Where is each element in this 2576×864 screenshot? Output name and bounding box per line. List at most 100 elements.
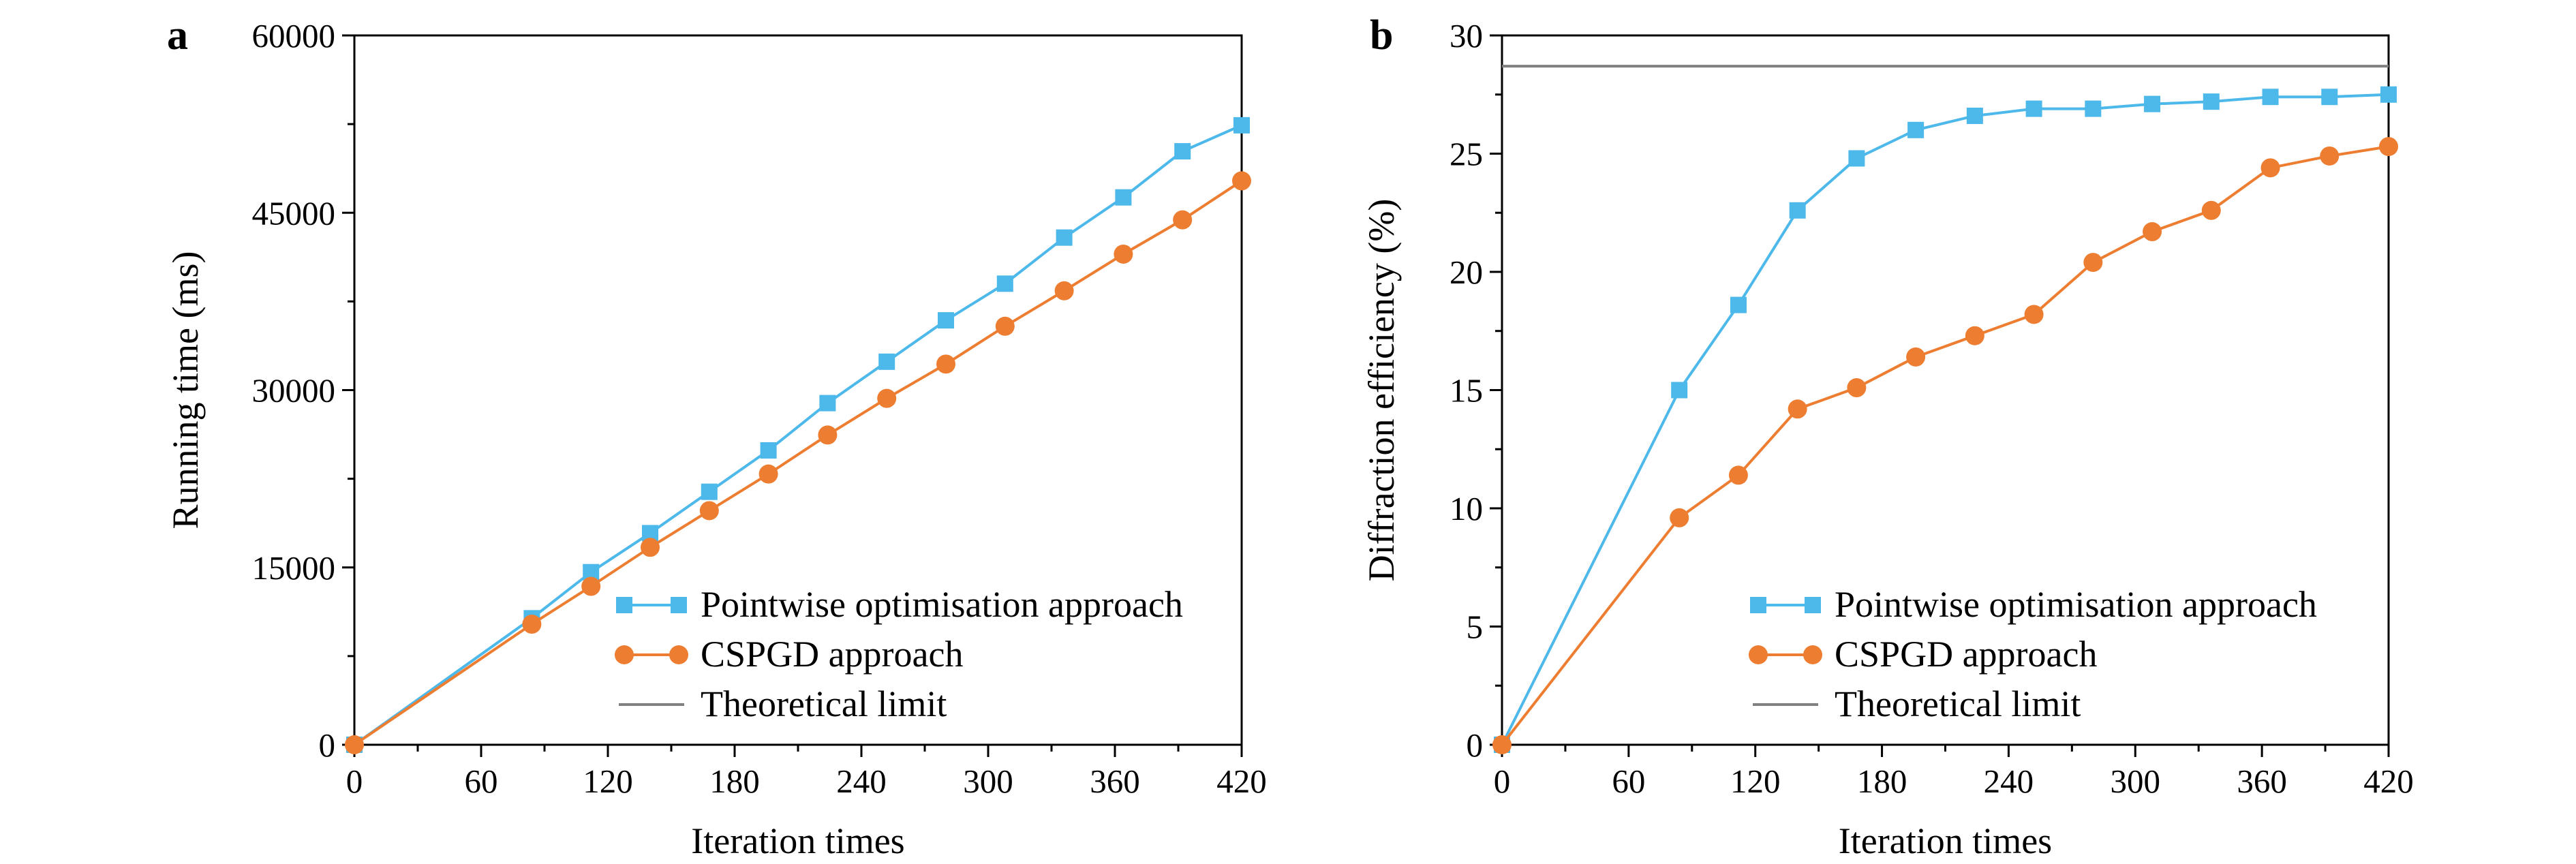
series-0 <box>1494 86 2397 753</box>
data-point <box>1056 229 1073 246</box>
data-point <box>2203 93 2220 110</box>
chart-panel-b: b 0 60 120 180 240 300 360 420 0 5 10 15 20 25 30 Iterat… <box>1361 12 2414 861</box>
x-tick-label: 240 <box>836 762 887 800</box>
x-tick-label: 60 <box>1612 762 1645 800</box>
data-point <box>1847 378 1867 398</box>
data-point <box>1670 508 1689 527</box>
data-point <box>995 316 1015 336</box>
data-point <box>1233 117 1250 134</box>
x-tick-label: 420 <box>1216 762 1267 800</box>
y-tick-label: 10 <box>1450 490 1483 527</box>
data-point <box>1728 465 1748 485</box>
data-point <box>1966 107 1983 124</box>
data-point <box>701 483 718 500</box>
y-tick-label: 20 <box>1450 253 1483 291</box>
x-tick-label: 300 <box>963 762 1013 800</box>
data-point <box>938 312 954 329</box>
data-point <box>877 388 897 408</box>
data-point <box>1907 121 1925 138</box>
y-tick-label: 45000 <box>252 194 336 232</box>
x-tick-label: 180 <box>709 762 760 800</box>
data-point <box>1906 347 1926 367</box>
data-point <box>878 353 895 370</box>
data-point <box>996 275 1013 292</box>
data-point <box>818 425 838 445</box>
series-0 <box>346 117 1250 753</box>
data-point <box>1115 189 1132 206</box>
data-point <box>699 501 719 521</box>
x-axis-title: Iteration times <box>691 820 904 861</box>
legend-label: Theoretical limit <box>701 683 947 724</box>
series-1 <box>1492 137 2398 754</box>
data-point <box>2380 86 2397 103</box>
series-line <box>1501 145 2389 746</box>
data-point <box>2143 222 2162 242</box>
y-axis-title: Diffraction efficiency (%) <box>1361 199 1402 582</box>
x-tick-label: 360 <box>2237 762 2287 800</box>
data-point <box>345 735 364 754</box>
data-point <box>1788 399 1807 419</box>
data-point <box>758 464 778 484</box>
data-point <box>2024 305 2044 324</box>
series-1 <box>345 171 1251 754</box>
data-point <box>2144 95 2161 112</box>
data-point <box>1232 171 1251 191</box>
x-tick-label: 420 <box>2363 762 2414 800</box>
data-point <box>819 395 836 412</box>
data-point <box>581 576 601 596</box>
y-tick-label: 15000 <box>252 549 336 587</box>
legend-marker <box>615 645 634 664</box>
legend-marker <box>669 645 688 664</box>
y-tick-label: 15 <box>1450 372 1483 410</box>
data-point <box>1174 143 1191 160</box>
legend-label: CSPGD approach <box>1835 634 2097 675</box>
data-point <box>1730 296 1747 313</box>
data-point <box>522 615 542 634</box>
data-point <box>936 354 955 374</box>
legend-marker <box>1749 645 1768 664</box>
x-tick-label: 120 <box>1730 762 1781 800</box>
x-tick-label: 0 <box>346 762 363 800</box>
series-line <box>1501 93 2389 745</box>
y-tick-label: 60000 <box>252 17 336 55</box>
data-point <box>2320 146 2340 166</box>
legend-marker <box>1805 597 1821 613</box>
data-point <box>2321 89 2338 106</box>
y-tick-label: 0 <box>1467 726 1484 764</box>
data-point <box>641 538 660 557</box>
x-tick-label: 300 <box>2111 762 2161 800</box>
legend-marker <box>616 597 632 613</box>
y-axis-title: Running time (ms) <box>165 251 206 529</box>
data-point <box>2262 89 2279 106</box>
data-point <box>1789 202 1806 219</box>
legend-marker <box>1803 645 1822 664</box>
data-point <box>1492 735 1512 754</box>
data-point <box>1671 382 1688 399</box>
data-point <box>2379 137 2398 157</box>
legend-label: CSPGD approach <box>701 634 963 675</box>
series-line <box>353 124 1242 746</box>
data-point <box>2083 253 2103 273</box>
data-point <box>2025 100 2042 117</box>
x-tick-label: 120 <box>583 762 633 800</box>
panel-letter: b <box>1370 12 1393 59</box>
data-point <box>760 442 777 459</box>
data-point <box>1054 281 1074 300</box>
chart-panel-a: a 0 60 120 180 240 300 360 420 0 15000 30000 45000 60… <box>165 12 1267 861</box>
panel-letter: a <box>167 12 188 59</box>
data-point <box>2260 158 2280 178</box>
y-tick-label: 30 <box>1450 17 1483 55</box>
y-tick-label: 5 <box>1467 608 1484 646</box>
y-tick-label: 25 <box>1450 136 1483 173</box>
data-point <box>2201 200 2221 220</box>
data-point <box>2085 100 2102 117</box>
x-tick-label: 180 <box>1857 762 1907 800</box>
data-point <box>1173 210 1193 230</box>
legend-label: Pointwise optimisation approach <box>1835 584 2317 625</box>
legend-label: Theoretical limit <box>1835 683 2081 724</box>
legend-label: Pointwise optimisation approach <box>701 584 1183 625</box>
data-point <box>1965 326 1984 345</box>
series-line <box>353 179 1243 746</box>
legend-marker <box>671 597 687 613</box>
